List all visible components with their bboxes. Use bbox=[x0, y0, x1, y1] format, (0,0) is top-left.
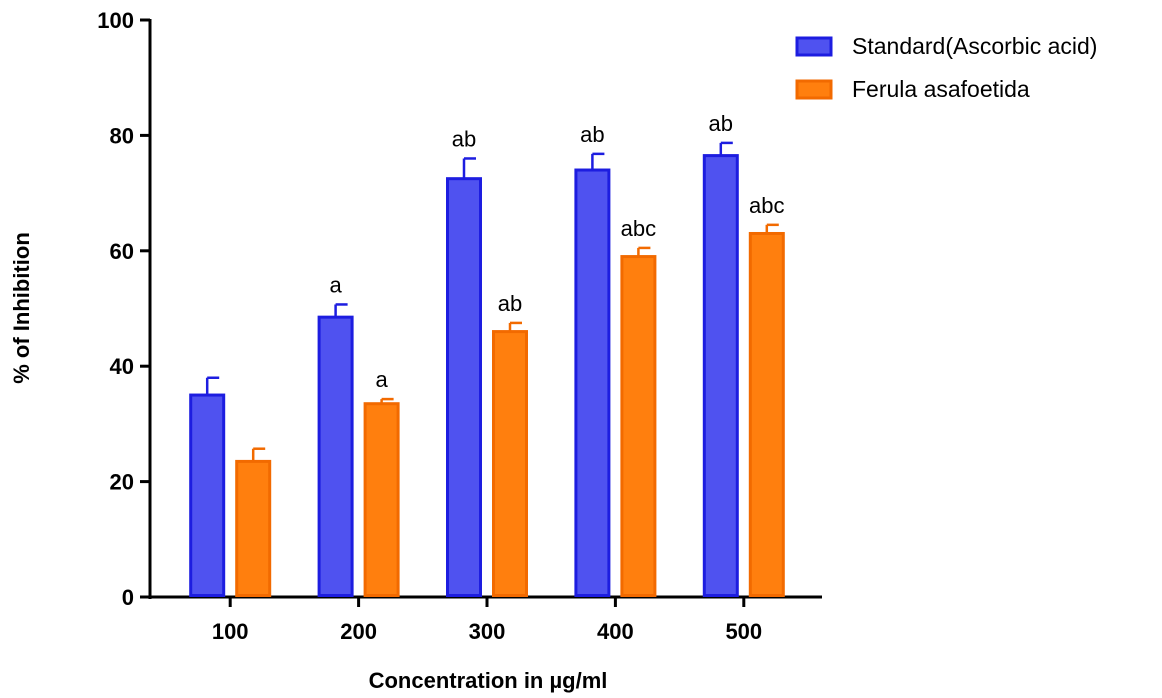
bars: a a ab ab ab abc ab abc bbox=[189, 111, 785, 598]
bar-ferula-300 bbox=[492, 330, 528, 597]
bar-annotation: a bbox=[375, 367, 388, 392]
bar-standard-100 bbox=[189, 393, 226, 597]
y-tick-label: 0 bbox=[122, 585, 134, 610]
bar-annotation: ab bbox=[580, 122, 604, 147]
bar-ferula-400 bbox=[620, 255, 657, 597]
bar-ferula-200 bbox=[363, 402, 400, 597]
bar-ferula-100 bbox=[235, 459, 272, 597]
x-tick-label: 300 bbox=[469, 619, 506, 644]
y-tick-label: 100 bbox=[97, 8, 134, 33]
y-tick-label: 40 bbox=[110, 354, 134, 379]
y-tick-label: 60 bbox=[110, 239, 134, 264]
bar-annotation: ab bbox=[498, 291, 522, 316]
legend-label: Standard(Ascorbic acid) bbox=[852, 33, 1097, 59]
legend-label: Ferula asafoetida bbox=[852, 76, 1030, 102]
x-tick-label: 500 bbox=[725, 619, 762, 644]
bar-standard-400 bbox=[574, 168, 611, 598]
x-tick-label: 100 bbox=[212, 619, 249, 644]
bar-annotation: abc bbox=[621, 216, 656, 241]
x-tick-label: 400 bbox=[597, 619, 634, 644]
y-tick-label: 20 bbox=[110, 470, 134, 495]
legend-swatch bbox=[795, 79, 833, 100]
x-tick-label: 200 bbox=[340, 619, 377, 644]
bar-annotation: a bbox=[329, 272, 342, 297]
legend: Standard(Ascorbic acid) Ferula asafoetida bbox=[795, 33, 1097, 102]
bar-standard-300 bbox=[446, 177, 482, 598]
y-axis-title: % of Inhibition bbox=[9, 232, 34, 384]
bar-annotation: ab bbox=[709, 111, 733, 136]
bar-annotation: abc bbox=[749, 193, 784, 218]
bar-annotation: ab bbox=[452, 126, 476, 151]
bar-ferula-500 bbox=[748, 231, 785, 598]
bar-standard-200 bbox=[317, 315, 354, 597]
bar-standard-500 bbox=[702, 154, 739, 597]
x-axis-title: Concentration in µg/ml bbox=[369, 668, 608, 693]
y-tick-label: 80 bbox=[110, 123, 134, 148]
legend-swatch bbox=[795, 36, 833, 57]
